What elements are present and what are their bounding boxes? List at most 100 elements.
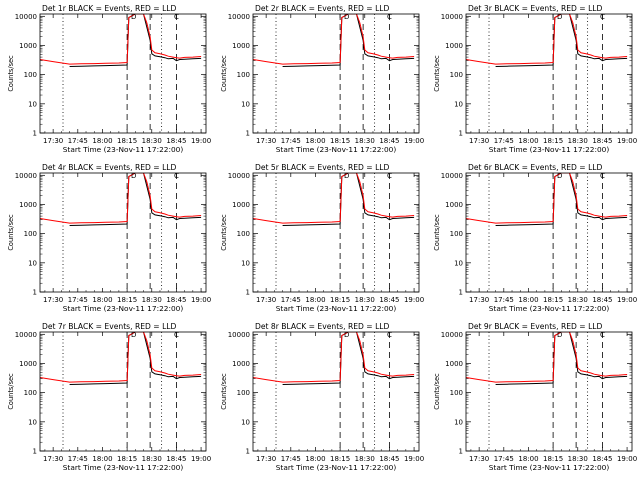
marker-label: D — [344, 13, 349, 21]
chart-title: Det 8r BLACK = Events, RED = LLD — [255, 322, 390, 331]
x-tick-label: 17:45 — [281, 137, 301, 145]
marker-label: D — [344, 172, 349, 180]
y-tick-label: 100 — [450, 71, 463, 79]
lld-series-line — [253, 173, 415, 224]
y-tick-label: 100 — [450, 230, 463, 238]
x-tick-label: 18:15 — [330, 296, 350, 304]
x-tick-label: 18:45 — [379, 137, 399, 145]
y-tick-label: 1 — [246, 289, 250, 297]
events-series-line — [495, 14, 628, 67]
x-tick-label: 18:30 — [355, 296, 375, 304]
marker-label: D — [557, 172, 562, 180]
y-tick-label: 100 — [237, 389, 250, 397]
y-tick-label: 10000 — [441, 13, 463, 21]
chart-panel-1: Det 1r BLACK = Events, RED = LLDDC17:301… — [7, 4, 211, 154]
chart-panel-9: Det 9r BLACK = Events, RED = LLDDC17:301… — [433, 322, 637, 472]
lld-series-line — [466, 332, 628, 383]
marker-label: D — [131, 13, 136, 21]
y-tick-label: 10 — [454, 259, 463, 267]
x-tick-label: 18:00 — [92, 455, 112, 463]
chart-title: Det 6r BLACK = Events, RED = LLD — [468, 163, 603, 172]
y-tick-label: 1 — [246, 130, 250, 138]
y-axis-label: Counts/sec — [433, 55, 441, 92]
y-tick-label: 100 — [450, 389, 463, 397]
y-axis-label: Counts/sec — [7, 373, 15, 410]
x-tick-label: 18:00 — [518, 296, 538, 304]
y-tick-label: 10000 — [228, 172, 250, 180]
x-tick-label: 19:00 — [191, 137, 211, 145]
x-tick-label: 18:00 — [305, 137, 325, 145]
y-tick-label: 100 — [24, 389, 37, 397]
y-tick-label: 1 — [459, 448, 463, 456]
y-tick-label: 10000 — [15, 331, 37, 339]
x-tick-label: 19:00 — [617, 296, 637, 304]
x-tick-label: 19:00 — [404, 455, 424, 463]
chart-panel-7: Det 7r BLACK = Events, RED = LLDDC17:301… — [7, 322, 211, 472]
chart-title: Det 4r BLACK = Events, RED = LLD — [42, 163, 177, 172]
chart-panel-4: Det 4r BLACK = Events, RED = LLDDC17:301… — [7, 163, 211, 313]
y-axis-label: Counts/sec — [220, 214, 228, 251]
y-tick-label: 100 — [24, 230, 37, 238]
chart-panel-6: Det 6r BLACK = Events, RED = LLDDC17:301… — [433, 163, 637, 313]
chart-title: Det 5r BLACK = Events, RED = LLD — [255, 163, 390, 172]
plot-frame — [465, 331, 633, 452]
x-tick-label: 17:30 — [43, 296, 63, 304]
x-tick-label: 18:15 — [330, 455, 350, 463]
y-tick-label: 10 — [241, 100, 250, 108]
plot-frame — [252, 172, 420, 293]
x-tick-label: 18:30 — [142, 296, 162, 304]
x-tick-label: 17:30 — [43, 455, 63, 463]
lld-series-line — [253, 332, 415, 383]
x-tick-label: 17:45 — [68, 296, 88, 304]
x-tick-label: 19:00 — [191, 296, 211, 304]
y-tick-label: 10000 — [228, 331, 250, 339]
y-tick-label: 10000 — [228, 13, 250, 21]
chart-panel-2: Det 2r BLACK = Events, RED = LLDDC17:301… — [220, 4, 424, 154]
series-group — [40, 173, 202, 226]
y-tick-label: 10000 — [15, 13, 37, 21]
y-tick-label: 100 — [237, 230, 250, 238]
plot-frame — [39, 331, 207, 452]
marker-label: D — [131, 172, 136, 180]
y-tick-label: 100 — [24, 71, 37, 79]
y-tick-label: 1 — [459, 289, 463, 297]
y-tick-label: 10 — [28, 100, 37, 108]
y-tick-label: 10 — [241, 418, 250, 426]
x-axis-label: Start Time (23-Nov-11 17:22:00) — [276, 463, 397, 472]
y-axis-label: Counts/sec — [433, 214, 441, 251]
x-tick-label: 19:00 — [404, 137, 424, 145]
chart-panel-5: Det 5r BLACK = Events, RED = LLDDC17:301… — [220, 163, 424, 313]
x-tick-label: 17:30 — [469, 455, 489, 463]
y-tick-label: 1 — [246, 448, 250, 456]
y-tick-label: 1 — [459, 130, 463, 138]
chart-title: Det 9r BLACK = Events, RED = LLD — [468, 322, 603, 331]
x-tick-label: 17:30 — [43, 137, 63, 145]
plot-frame — [39, 13, 207, 134]
x-tick-label: 18:15 — [117, 137, 137, 145]
marker-label: D — [557, 331, 562, 339]
x-tick-label: 17:45 — [68, 455, 88, 463]
y-axis-label: Counts/sec — [433, 373, 441, 410]
x-tick-label: 17:45 — [494, 137, 514, 145]
y-axis-label: Counts/sec — [220, 55, 228, 92]
x-axis-label: Start Time (23-Nov-11 17:22:00) — [489, 304, 610, 313]
y-tick-label: 1000 — [445, 201, 463, 209]
x-axis-label: Start Time (23-Nov-11 17:22:00) — [276, 304, 397, 313]
y-tick-label: 100 — [237, 71, 250, 79]
series-group — [466, 14, 628, 67]
x-tick-label: 17:45 — [68, 137, 88, 145]
events-series-line — [495, 332, 628, 385]
x-axis-label: Start Time (23-Nov-11 17:22:00) — [63, 304, 184, 313]
x-tick-label: 18:45 — [379, 296, 399, 304]
x-tick-label: 19:00 — [617, 137, 637, 145]
x-tick-label: 18:45 — [592, 296, 612, 304]
chart-title: Det 3r BLACK = Events, RED = LLD — [468, 4, 603, 13]
series-group — [466, 173, 628, 226]
x-axis-label: Start Time (23-Nov-11 17:22:00) — [63, 145, 184, 154]
x-tick-label: 18:00 — [92, 296, 112, 304]
x-tick-label: 18:15 — [330, 137, 350, 145]
events-series-line — [282, 332, 415, 385]
series-group — [253, 173, 415, 226]
x-tick-label: 17:30 — [469, 137, 489, 145]
